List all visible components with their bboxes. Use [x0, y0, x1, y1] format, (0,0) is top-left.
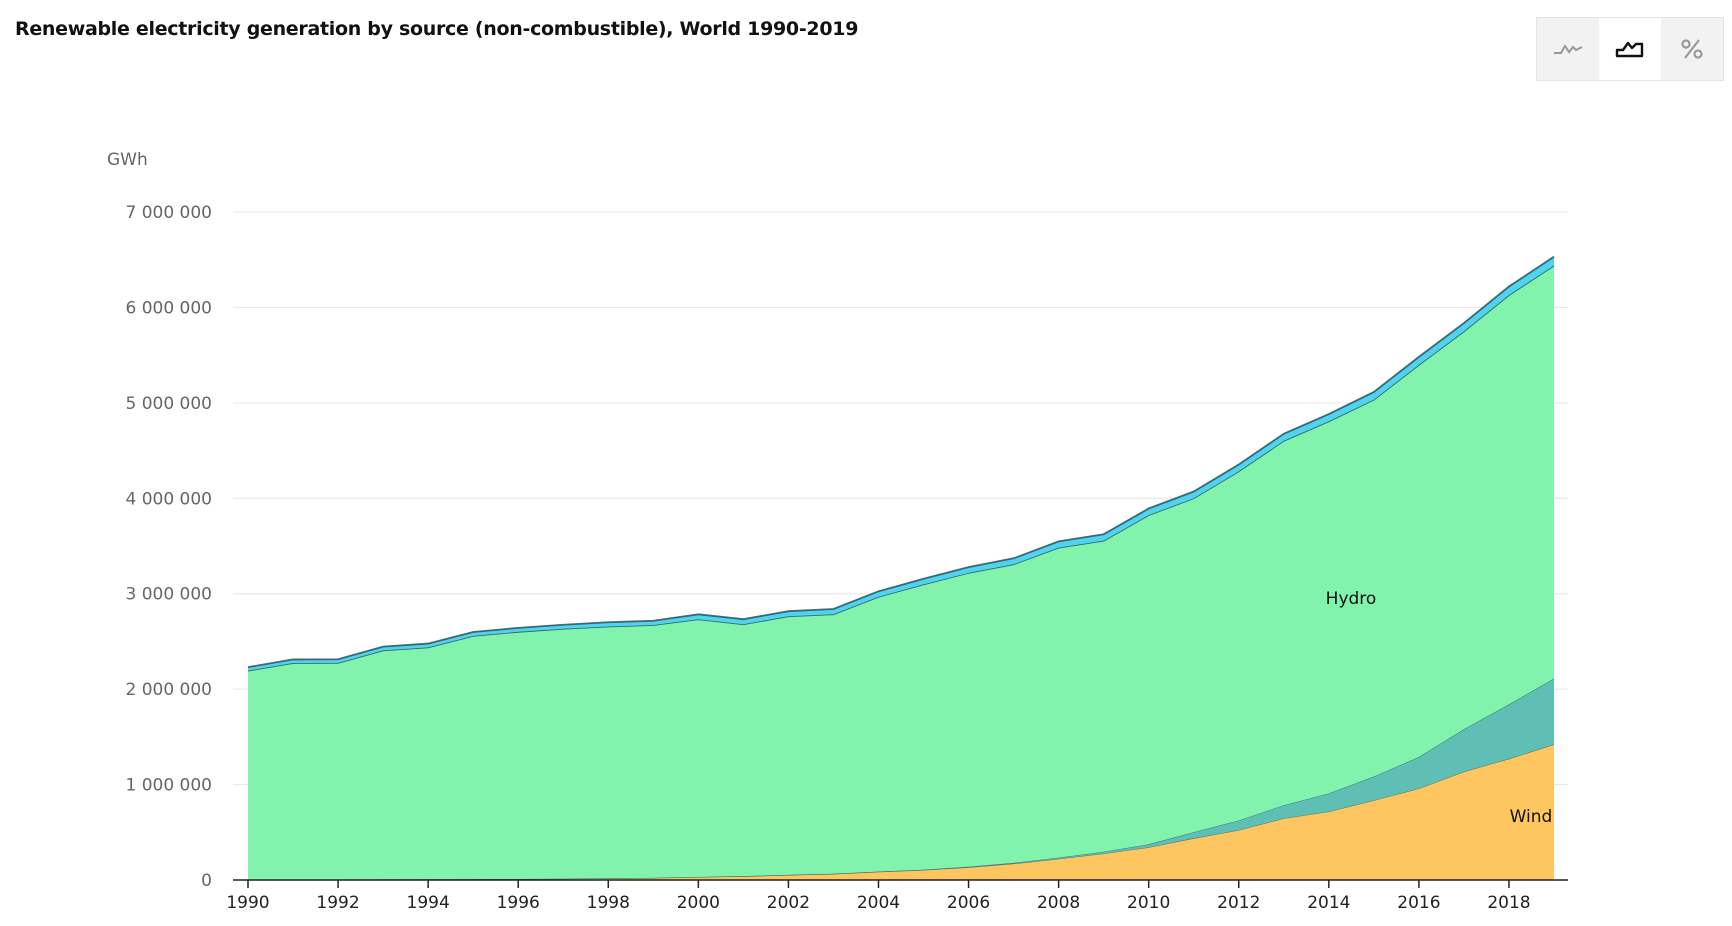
area-series-3 — [248, 256, 1554, 671]
series-label-hydro: Hydro — [1326, 589, 1377, 609]
y-tick-label: 1 000 000 — [125, 776, 212, 796]
line-chart-button[interactable] — [1537, 18, 1599, 80]
x-tick-label: 1990 — [226, 893, 269, 913]
percent-button[interactable] — [1661, 18, 1723, 80]
area-edge-line — [247, 255, 1555, 669]
series-label-wind: Wind — [1510, 807, 1553, 827]
area-chart-button[interactable] — [1599, 18, 1661, 80]
x-tick-label: 2012 — [1217, 893, 1260, 913]
x-tick-label: 1998 — [587, 893, 630, 913]
y-tick-label: 0 — [201, 871, 212, 891]
x-tick-label: 2014 — [1307, 893, 1350, 913]
x-tick-label: 2010 — [1127, 893, 1170, 913]
y-tick-label: 4 000 000 — [125, 489, 212, 509]
x-tick-label: 2004 — [857, 893, 900, 913]
y-tick-label: 2 000 000 — [125, 680, 212, 700]
x-tick-label: 2006 — [947, 893, 990, 913]
x-tick-label: 2016 — [1397, 893, 1440, 913]
chart-view-toggle — [1536, 17, 1724, 81]
x-tick-label: 1992 — [316, 893, 359, 913]
area-hydro — [248, 265, 1554, 880]
x-tick-label: 2002 — [767, 893, 810, 913]
line-chart-icon — [1554, 44, 1583, 54]
area-wind — [248, 744, 1554, 880]
x-tick-label: 1996 — [497, 893, 540, 913]
y-tick-label: 5 000 000 — [125, 394, 212, 414]
chart-title: Renewable electricity generation by sour… — [15, 18, 859, 40]
x-tick-label: 2008 — [1037, 893, 1080, 913]
y-axis-unit-label: GWh — [107, 150, 148, 170]
y-tick-label: 3 000 000 — [125, 585, 212, 605]
area-series-1 — [248, 678, 1554, 880]
percent-icon — [1681, 39, 1703, 59]
y-tick-label: 7 000 000 — [125, 203, 212, 223]
y-tick-label: 6 000 000 — [125, 298, 212, 318]
x-tick-label: 2018 — [1487, 893, 1530, 913]
x-tick-label: 1994 — [407, 893, 450, 913]
area-chart-icon — [1615, 41, 1644, 58]
x-tick-label: 2000 — [677, 893, 720, 913]
